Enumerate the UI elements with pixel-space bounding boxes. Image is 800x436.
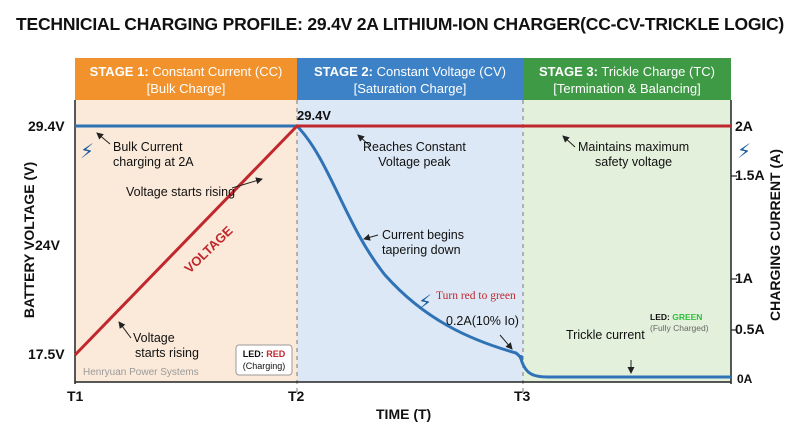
maintains-line-2: safety voltage	[595, 155, 673, 169]
stage-2-header: STAGE 2: Constant Voltage (CV) [Saturati…	[297, 58, 523, 100]
bulk-current-line-2: charging at 2A	[113, 155, 194, 169]
voltage-rising-bottom-note: Voltage starts rising	[133, 331, 199, 361]
arrow-current-tapering	[363, 233, 379, 241]
lightning-bolt-icon: ⚡︎	[80, 141, 95, 163]
voltage-rising-top-note: Voltage starts rising	[126, 185, 236, 199]
reaches-peak-line-2: Voltage peak	[378, 155, 451, 169]
lightning-bolt-icon: ⚡︎	[418, 292, 433, 314]
arrow-voltage-rising-bottom	[118, 321, 132, 339]
page-title: TECHNICIAL CHARGING PROFILE: 29.4V 2A LI…	[15, 14, 785, 34]
peak-label: 29.4V	[297, 108, 331, 123]
right-tick-0a: 0A	[737, 372, 753, 386]
arrow-threshold	[499, 334, 513, 350]
current-tapering-note: Current begins tapering down	[382, 228, 464, 258]
lightning-bolt-icon: ⚡︎	[737, 141, 752, 163]
stage-3-sub: [Termination & Balancing]	[553, 81, 701, 96]
stage-1-label: STAGE 1:	[89, 64, 149, 79]
stage-1-name: Constant Current (CC)	[152, 64, 283, 79]
stage-2-name: Constant Voltage (CV)	[376, 64, 506, 79]
reaches-peak-note: Reaches Constant Voltage peak	[363, 140, 466, 170]
stage-3-region	[523, 100, 731, 382]
trickle-current-note: Trickle current	[566, 328, 645, 342]
led-red-state: (Charging)	[242, 361, 286, 371]
bulk-current-note: Bulk Current charging at 2A	[113, 140, 194, 170]
led-green-state: (Fully Charged)	[650, 323, 709, 333]
stage-2-label: STAGE 2:	[314, 64, 373, 79]
maintains-voltage-note: Maintains maximum safety voltage	[578, 140, 689, 170]
stage-3-header: STAGE 3: Trickle Charge (TC) [Terminatio…	[523, 58, 731, 100]
current-curve	[75, 124, 731, 379]
watermark: Henryuan Power Systems	[83, 367, 199, 378]
voltage-rising-bottom-line-1: Voltage	[133, 331, 175, 345]
led-red-color: RED	[266, 349, 286, 359]
right-tick-0.5a: 0.5A	[735, 321, 765, 337]
led-green-prefix: LED:	[650, 312, 670, 322]
arrow-voltage-rising-top	[231, 177, 263, 189]
arrow-bulk-current	[96, 132, 111, 145]
stage-2-region	[297, 100, 523, 382]
current-tapering-line-2: tapering down	[382, 243, 461, 257]
y-left-axis-title: BATTERY VOLTAGE (V)	[21, 161, 37, 319]
left-tick-29.4v: 29.4V	[28, 118, 65, 134]
stage-1-header: STAGE 1: Constant Current (CC) [Bulk Cha…	[75, 58, 297, 100]
right-tick-1a: 1A	[735, 270, 753, 286]
x-tick-t1: T1	[67, 388, 84, 404]
left-tick-24v: 24V	[35, 237, 60, 253]
x-axis-title: TIME (T)	[376, 406, 432, 422]
stage-2-sub: [Saturation Charge]	[353, 81, 467, 96]
current-tapering-line-1: Current begins	[382, 228, 464, 242]
led-red-prefix: LED:	[242, 349, 264, 359]
led-green-label: LED: GREEN	[650, 312, 702, 322]
stage-3-label: STAGE 3:	[538, 64, 598, 79]
voltage-rising-bottom-line-2: starts rising	[135, 346, 199, 360]
led-red-label: LED: RED (Charging)	[236, 348, 292, 372]
x-tick-t3: T3	[514, 388, 531, 404]
right-tick-1.5a: 1.5A	[735, 167, 765, 183]
arrow-reaches-peak	[357, 134, 371, 147]
y-right-axis-title: CHARGING CURRENT (A)	[767, 149, 783, 321]
x-tick-t2: T2	[288, 388, 305, 404]
right-tick-2a: 2A	[735, 118, 753, 134]
led-red-box	[235, 344, 293, 376]
reaches-peak-line-1: Reaches Constant	[363, 140, 466, 154]
turn-red-to-green-note: Turn red to green	[436, 290, 516, 302]
led-green-color: GREEN	[672, 312, 703, 322]
t3-transition-point	[519, 355, 523, 359]
voltage-curve	[73, 124, 731, 357]
stage-3-name: Trickle Charge (TC)	[601, 64, 716, 79]
left-tick-17.5v: 17.5V	[28, 346, 65, 362]
threshold-note: 0.2A(10% Io)	[446, 314, 519, 328]
maintains-line-1: Maintains maximum	[578, 140, 690, 154]
arrow-maintains	[562, 135, 576, 148]
stage-1-sub: [Bulk Charge]	[146, 81, 226, 96]
bulk-current-line-1: Bulk Current	[113, 140, 183, 154]
